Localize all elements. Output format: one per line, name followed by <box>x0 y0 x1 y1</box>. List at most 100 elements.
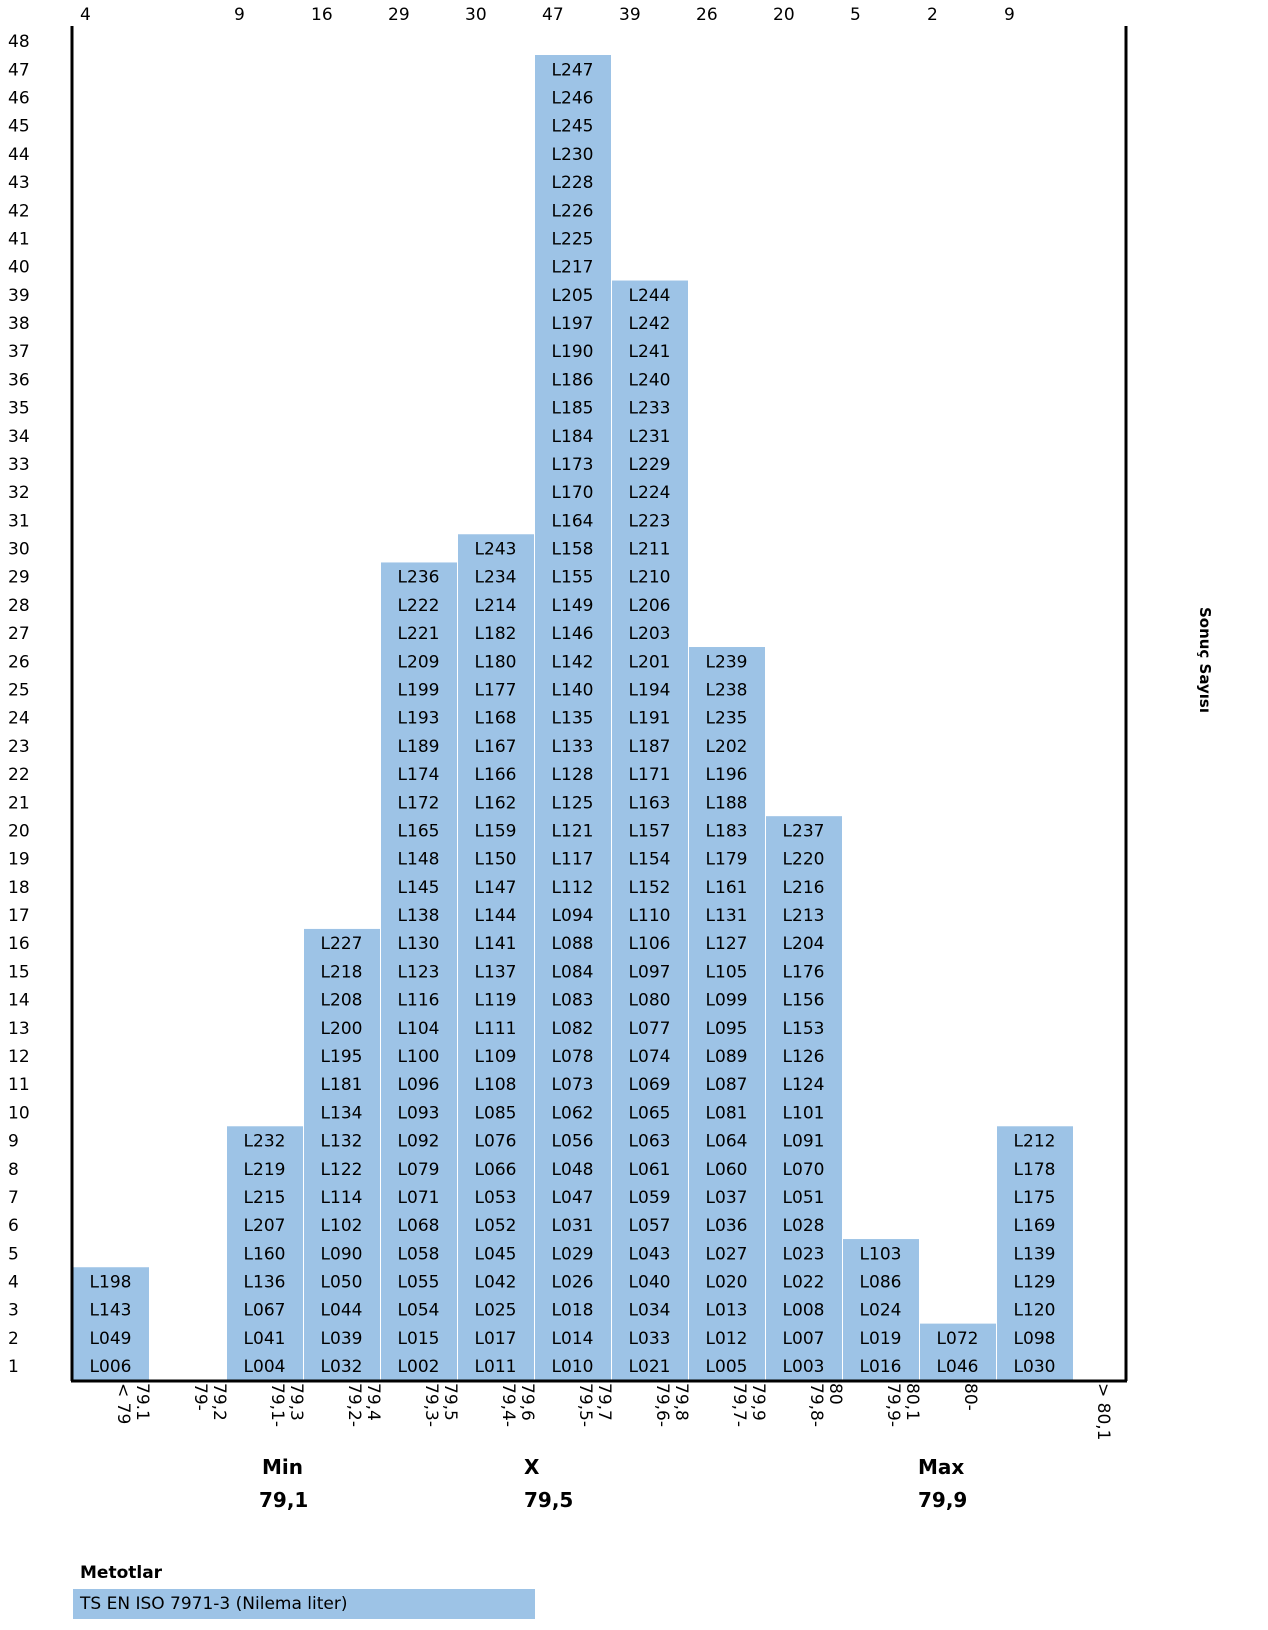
bar-sample-label: L200 <box>321 1019 363 1039</box>
y-tick-label: 35 <box>8 399 30 419</box>
bar-sample-label: L168 <box>475 709 517 729</box>
bar-sample-label: L228 <box>552 173 594 193</box>
bar-sample-label: L029 <box>552 1244 594 1264</box>
bar-sample-label: L024 <box>860 1301 902 1321</box>
bar-sample-label: L185 <box>552 399 594 419</box>
bar-sample-label: L240 <box>629 370 671 390</box>
bar <box>381 562 457 1380</box>
x-tick-label: > 80,1 <box>1093 1383 1113 1441</box>
x-tick-label: 80- <box>960 1383 980 1411</box>
bar-sample-label: L161 <box>706 878 748 898</box>
bar-sample-label: L133 <box>552 737 594 757</box>
min-value: 79,1 <box>259 1488 309 1512</box>
x-tick-label: 79,9- <box>883 1383 903 1427</box>
x-tick-label: 79,4- <box>498 1383 518 1427</box>
bar-sample-label: L137 <box>475 962 517 982</box>
bar-sample-label: L164 <box>552 511 594 531</box>
bar-sample-label: L027 <box>706 1244 748 1264</box>
bar-sample-label: L023 <box>783 1244 825 1264</box>
bar-sample-label: L180 <box>475 652 517 672</box>
bar-sample-label: L061 <box>629 1160 671 1180</box>
y-tick-label: 43 <box>8 173 30 193</box>
bar-sample-label: L235 <box>706 709 748 729</box>
bar-sample-label: L160 <box>244 1244 286 1264</box>
bar-sample-label: L095 <box>706 1019 748 1039</box>
bar-sample-label: L086 <box>860 1273 902 1293</box>
bar-sample-label: L130 <box>398 934 440 954</box>
bar-sample-label: L082 <box>552 1019 594 1039</box>
bar-sample-label: L207 <box>244 1216 286 1236</box>
bar-sample-label: L136 <box>244 1273 286 1293</box>
bar-sample-label: L132 <box>321 1132 363 1152</box>
bar-sample-label: L198 <box>90 1273 132 1293</box>
bar <box>458 534 534 1380</box>
bar-sample-label: L004 <box>244 1357 286 1377</box>
bar-sample-label: L191 <box>629 709 671 729</box>
bar-sample-label: L057 <box>629 1216 671 1236</box>
top-count-label: 29 <box>388 5 410 25</box>
y-tick-label: 36 <box>8 370 30 390</box>
x-tick-label: 79.1 <box>132 1383 152 1421</box>
bar-sample-label: L085 <box>475 1103 517 1123</box>
bar-sample-label: L042 <box>475 1273 517 1293</box>
bar-sample-label: L219 <box>244 1160 286 1180</box>
bar-sample-label: L116 <box>398 991 440 1011</box>
top-count-label: 30 <box>465 5 487 25</box>
top-count-label: 4 <box>80 5 91 25</box>
bar-sample-label: L140 <box>552 681 594 701</box>
bar-sample-label: L108 <box>475 1075 517 1095</box>
bar-sample-label: L152 <box>629 878 671 898</box>
bar-sample-label: L072 <box>937 1329 979 1349</box>
bar-sample-label: L215 <box>244 1188 286 1208</box>
bar-sample-label: L156 <box>783 991 825 1011</box>
bar <box>227 1126 303 1380</box>
y-tick-label: 42 <box>8 201 30 221</box>
x-tick-label: 79- <box>190 1383 210 1411</box>
x-tick-label: 79,3- <box>421 1383 441 1427</box>
bar-labels-group: L006 L049 L143 L198 L004 L041 L067 L136 L160 L207… <box>90 60 1056 1377</box>
bar-sample-label: L159 <box>475 821 517 841</box>
bar-sample-label: L179 <box>706 850 748 870</box>
bar-sample-label: L177 <box>475 681 517 701</box>
bar-sample-label: L134 <box>321 1103 363 1123</box>
bar-sample-label: L148 <box>398 850 440 870</box>
y-tick-label: 15 <box>8 962 30 982</box>
bar-sample-label: L150 <box>475 850 517 870</box>
bar-sample-label: L088 <box>552 934 594 954</box>
bar-sample-label: L066 <box>475 1160 517 1180</box>
bar-sample-label: L183 <box>706 821 748 841</box>
bar-sample-label: L014 <box>552 1329 594 1349</box>
bar-sample-label: L193 <box>398 709 440 729</box>
bar-sample-label: L226 <box>552 201 594 221</box>
x-tick-label: 79,6 <box>517 1383 537 1421</box>
bar-sample-label: L105 <box>706 962 748 982</box>
bar-sample-label: L022 <box>783 1273 825 1293</box>
bar-sample-label: L070 <box>783 1160 825 1180</box>
bar-sample-label: L121 <box>552 821 594 841</box>
y-tick-label: 24 <box>8 709 30 729</box>
bar-sample-label: L026 <box>552 1273 594 1293</box>
bar-sample-label: L036 <box>706 1216 748 1236</box>
y-tick-label: 1 <box>8 1357 19 1377</box>
top-count-label: 47 <box>542 5 564 25</box>
bar-sample-label: L209 <box>398 652 440 672</box>
y-tick-label: 45 <box>8 117 30 137</box>
y-tick-label: 41 <box>8 229 30 249</box>
bar <box>689 647 765 1380</box>
y-tick-label: 13 <box>8 1019 30 1039</box>
max-label: Max <box>918 1455 965 1479</box>
bar-sample-label: L223 <box>629 511 671 531</box>
bar-sample-label: L117 <box>552 850 594 870</box>
bar-sample-label: L006 <box>90 1357 132 1377</box>
bar-sample-label: L166 <box>475 765 517 785</box>
y-tick-label: 20 <box>8 821 30 841</box>
bar-sample-label: L031 <box>552 1216 594 1236</box>
y-tick-label: 28 <box>8 596 30 616</box>
bar-sample-label: L056 <box>552 1132 594 1152</box>
bar-sample-label: L167 <box>475 737 517 757</box>
bar-sample-label: L101 <box>783 1103 825 1123</box>
bar-sample-label: L060 <box>706 1160 748 1180</box>
bar-sample-label: L073 <box>552 1075 594 1095</box>
bar-sample-label: L032 <box>321 1357 363 1377</box>
y-tick-label: 47 <box>8 60 30 80</box>
